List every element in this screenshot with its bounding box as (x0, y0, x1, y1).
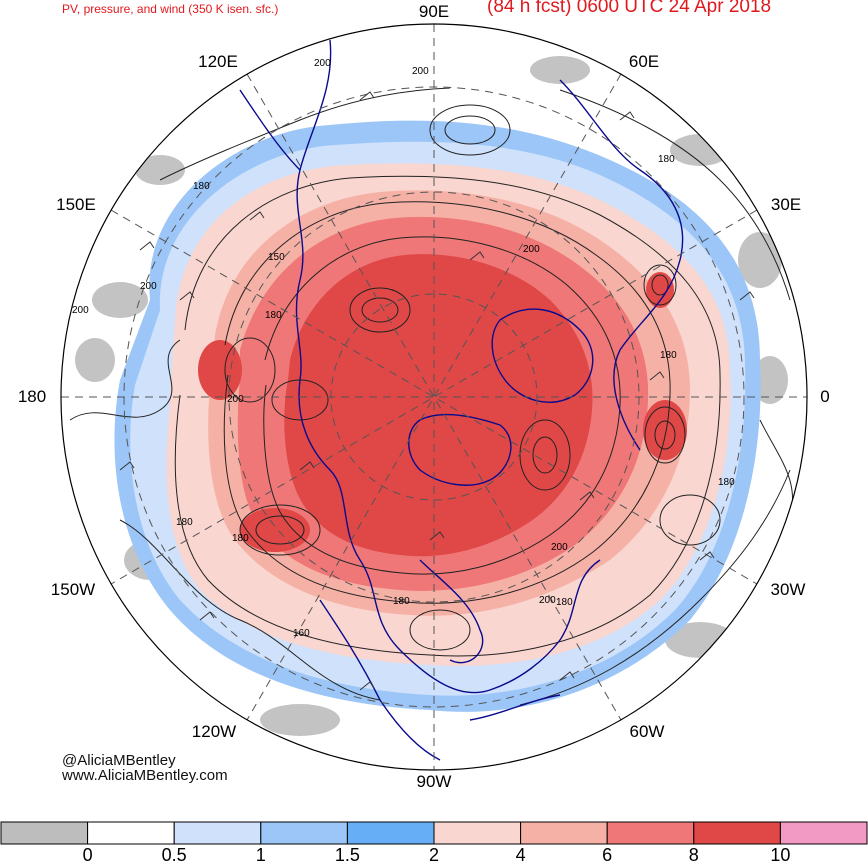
lon-label-60e: 60E (628, 52, 660, 71)
contour-label: 180 (718, 477, 735, 488)
contour-label: 180 (265, 310, 282, 321)
colorbar-bin (173, 821, 262, 845)
colorbar-bin (779, 821, 868, 845)
lon-label-30e: 30E (770, 195, 802, 214)
contour-label: 200 (523, 244, 540, 255)
colorbar-tick-label: 1 (255, 845, 266, 865)
colorbar (0, 821, 868, 845)
colorbar-bin (693, 821, 781, 845)
colorbar-bin (433, 821, 522, 845)
contour-label: 200 (412, 66, 429, 77)
graticule (61, 24, 807, 770)
lon-label-150e: 150E (56, 195, 96, 214)
colorbar-bin (520, 821, 608, 845)
lon-label-60w: 60W (629, 722, 665, 741)
credit-website: www.AliciaMBentley.com (62, 767, 228, 784)
lon-label-120e: 120E (198, 52, 238, 71)
left-title: PV, pressure, and wind (350 K isen. sfc.… (62, 2, 279, 16)
colorbar-bin (0, 821, 89, 845)
colorbar-tick-label: 6 (602, 845, 613, 865)
map-boundary (60, 23, 808, 771)
contour-label: 180 (393, 596, 410, 607)
contour-label: 160 (293, 628, 310, 639)
colorbar-bin (87, 821, 175, 845)
colorbar-tick-label: 0.5 (161, 845, 187, 865)
contour-label: 200 (72, 305, 89, 316)
right-title: (84 h fcst) 0600 UTC 24 Apr 2018 (487, 0, 772, 17)
contour-label: 180 (193, 181, 210, 192)
lon-label-90e: 90E (418, 2, 450, 21)
contour-label: 180 (660, 350, 677, 361)
lon-label-150w: 150W (50, 580, 96, 599)
colorbar-tick-label: 0 (82, 845, 93, 865)
contour-label: 200 (539, 595, 556, 606)
contour-label: 200 (551, 542, 568, 553)
coastlines (239, 39, 684, 761)
colorbar-tick-label: 4 (515, 845, 526, 865)
wind-barbs (119, 91, 755, 691)
lon-label-180: 180 (17, 387, 47, 406)
contour-label-group: 200 200 180 180 150 200 200 180 200 180 … (72, 58, 735, 639)
colorbar-tick-label: 1.5 (334, 845, 360, 865)
lon-label-30w: 30W (770, 580, 806, 599)
colorbar-bin (260, 821, 348, 845)
lon-label-90w: 90W (416, 772, 452, 791)
colorbar-bin (606, 821, 695, 845)
lon-label-120w: 120W (191, 722, 237, 741)
contour-label: 150 (268, 252, 285, 263)
credit-handle: @AliciaMBentley (62, 752, 176, 769)
contour-label: 180 (176, 517, 193, 528)
lon-label-0: 0 (820, 387, 830, 406)
contour-label: 200 (140, 281, 157, 292)
contour-label: 180 (232, 533, 249, 544)
colorbar-tick-label: 2 (428, 845, 440, 865)
contour-label: 180 (658, 154, 675, 165)
colorbar-bin (346, 821, 435, 845)
colorbar-tick-label: 10 (770, 845, 791, 865)
contour-label: 200 (314, 58, 331, 69)
colorbar-tick-label: 8 (688, 845, 699, 865)
contour-label: 180 (556, 597, 573, 608)
contour-label: 200 (227, 394, 244, 405)
pressure-contours (69, 87, 794, 706)
